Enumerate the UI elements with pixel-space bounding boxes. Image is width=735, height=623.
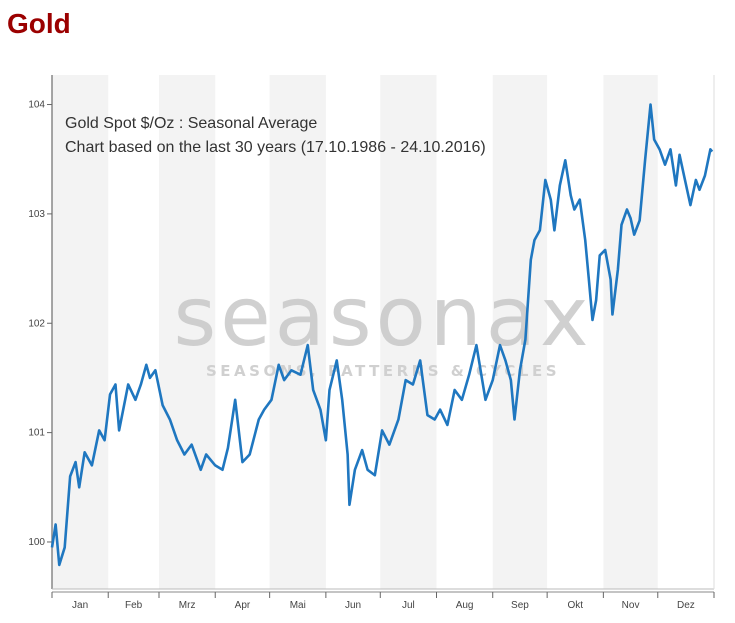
x-tick-label: Jan (72, 600, 88, 611)
month-band (380, 75, 437, 589)
month-band (492, 75, 548, 589)
y-tick-label: 100 (28, 537, 45, 548)
x-tick-label: Mrz (179, 600, 196, 611)
chart-subtitle: Chart based on the last 30 years (17.10.… (65, 139, 486, 156)
x-tick-label: Sep (511, 600, 529, 611)
page-title: Gold (7, 8, 71, 39)
x-tick-label: Okt (567, 600, 583, 611)
month-band (52, 75, 109, 589)
x-tick-label: Nov (622, 600, 640, 611)
chart-title: Gold Spot $/Oz : Seasonal Average (65, 115, 317, 132)
y-tick-label: 104 (28, 100, 45, 111)
x-tick-label: Jul (402, 600, 415, 611)
x-tick-label: Apr (235, 600, 251, 611)
x-tick-label: Feb (125, 600, 143, 611)
x-tick-label: Aug (456, 600, 474, 611)
y-tick-label: 102 (28, 318, 45, 329)
month-band (603, 75, 658, 589)
x-tick-label: Mai (290, 600, 306, 611)
month-band (159, 75, 216, 589)
x-tick-label: Jun (345, 600, 361, 611)
month-band (269, 75, 326, 589)
y-tick-label: 103 (28, 209, 45, 220)
x-tick-label: Dez (677, 600, 695, 611)
watermark-logo: seasonax (173, 270, 592, 365)
y-tick-label: 101 (28, 428, 45, 439)
